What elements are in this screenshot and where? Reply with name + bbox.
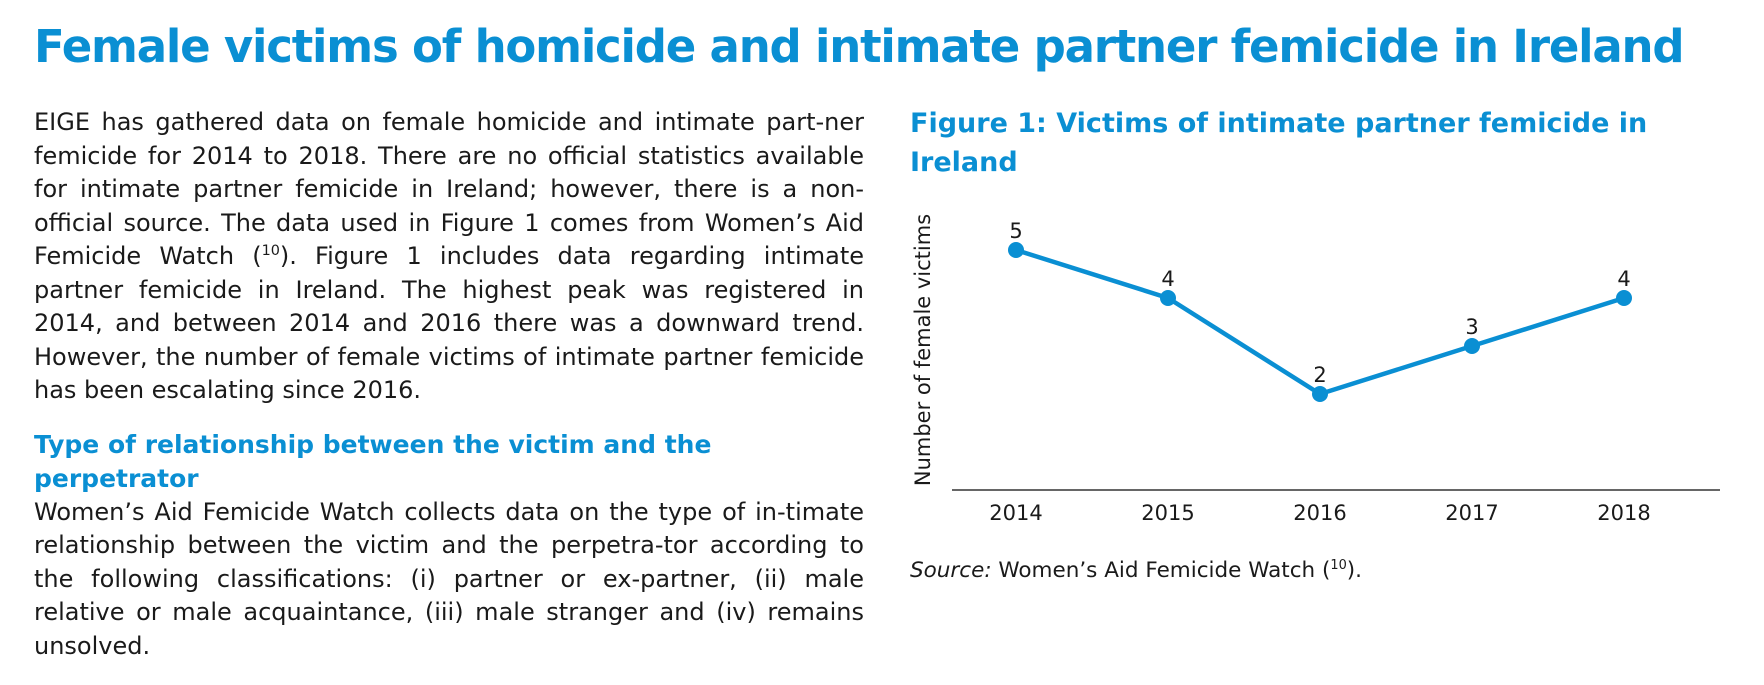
figure-header: Figure 1: Victims of intimate partner fe… (910, 104, 1730, 182)
data-point-2016 (1312, 386, 1328, 402)
line-chart: Number of female victims 5 2014 4 2015 2 2016 3… (911, 214, 1720, 525)
left-column: EIGE has gathered data on female homicid… (34, 106, 864, 663)
x-tick-label-2016: 2016 (1293, 501, 1346, 525)
data-label-2016: 2 (1313, 363, 1326, 387)
intro-text-1: EIGE has gathered data on female homicid… (34, 108, 864, 270)
relationship-heading: Type of relationship between the victim … (34, 429, 712, 493)
x-tick-label-2018: 2018 (1597, 501, 1650, 525)
relationship-paragraph: Women’s Aid Femicide Watch collects data… (34, 497, 864, 660)
data-point-2018 (1616, 290, 1632, 306)
data-point-2017 (1464, 338, 1480, 354)
source-text: Women’s Aid Femicide Watch ( (991, 558, 1331, 583)
data-point-2015 (1160, 290, 1176, 306)
x-tick-label-2014: 2014 (989, 501, 1042, 525)
source-label: Source: (910, 558, 992, 583)
source-end: ). (1346, 558, 1363, 583)
data-label-2018: 4 (1617, 267, 1630, 291)
data-point-2014 (1008, 242, 1024, 258)
y-axis-label: Number of female victims (911, 214, 935, 486)
intro-text-2: ). Figure 1 includes data regarding inti… (34, 242, 864, 404)
intro-paragraph: EIGE has gathered data on female homicid… (34, 106, 864, 408)
data-label-2015: 4 (1161, 267, 1174, 291)
source-footnote-ref: 10 (1330, 557, 1347, 573)
x-tick-label-2015: 2015 (1141, 501, 1194, 525)
figure-title: Figure 1: Victims of intimate partner fe… (910, 108, 1648, 178)
data-label-2014: 5 (1009, 219, 1022, 243)
intro-footnote-ref: 10 (261, 243, 280, 259)
data-label-2017: 3 (1465, 315, 1478, 339)
x-tick-label-2017: 2017 (1445, 501, 1498, 525)
page-title: Female victims of homicide and intimate … (34, 20, 1685, 73)
figure-source: Source: Women’s Aid Femicide Watch (10). (910, 558, 1362, 583)
